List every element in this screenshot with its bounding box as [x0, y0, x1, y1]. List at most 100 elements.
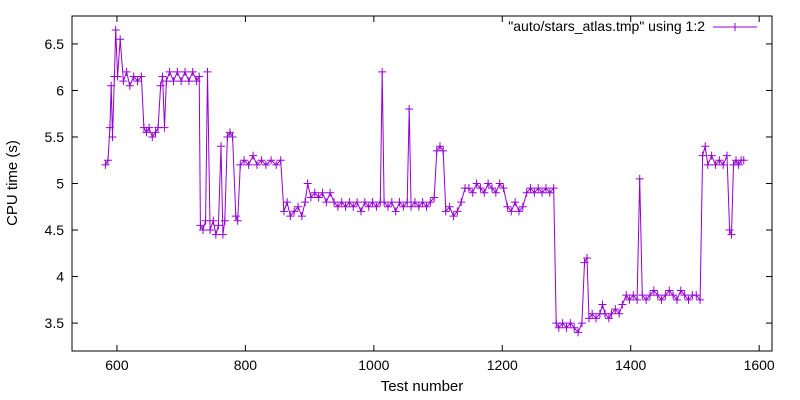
- y-axis-label: CPU time (s): [4, 140, 21, 226]
- x-tick-label: 1000: [358, 357, 389, 373]
- data-point: [534, 184, 543, 193]
- data-point: [214, 221, 223, 230]
- data-point: [522, 188, 531, 197]
- data-point: [723, 151, 732, 160]
- data-point: [499, 184, 508, 193]
- data-point: [306, 193, 315, 202]
- series-line: [104, 29, 744, 334]
- data-point: [439, 146, 448, 155]
- data-point: [715, 156, 724, 165]
- data-point: [577, 319, 586, 328]
- data-point: [368, 198, 377, 207]
- data-point: [511, 198, 520, 207]
- data-point: [249, 151, 258, 160]
- data-point: [272, 160, 281, 169]
- data-point: [574, 328, 583, 337]
- y-tick-label: 4.5: [45, 222, 65, 238]
- data-point: [276, 156, 285, 165]
- data-point: [635, 174, 644, 183]
- data-point: [211, 230, 220, 239]
- data-point: [696, 295, 705, 304]
- data-point: [727, 230, 736, 239]
- data-point: [203, 67, 212, 76]
- data-point: [353, 198, 362, 207]
- data-point: [570, 323, 579, 332]
- data-point: [257, 156, 266, 165]
- data-point: [184, 77, 193, 86]
- data-point: [330, 198, 339, 207]
- data-point: [669, 291, 678, 300]
- data-point: [618, 300, 627, 309]
- x-tick-label: 1400: [615, 357, 646, 373]
- data-point: [495, 179, 504, 188]
- data-point: [337, 198, 346, 207]
- data-point: [133, 77, 142, 86]
- data-point: [283, 198, 292, 207]
- y-axis-ticks: 3.5 4 4.5 5 5.5 6 6.5: [45, 36, 772, 331]
- data-point: [405, 105, 414, 114]
- data-point: [410, 198, 419, 207]
- data-point: [698, 151, 707, 160]
- data-point: [231, 212, 240, 221]
- data-point: [228, 132, 237, 141]
- plot-frame: [71, 15, 773, 352]
- x-tick-label: 600: [105, 357, 129, 373]
- data-point: [158, 72, 167, 81]
- data-point: [734, 160, 743, 169]
- data-point: [314, 193, 323, 202]
- data-point: [554, 323, 563, 332]
- data-point: [468, 188, 477, 197]
- data-point: [345, 198, 354, 207]
- data-point: [611, 305, 620, 314]
- data-point: [445, 202, 454, 211]
- data-point: [422, 202, 431, 211]
- data-point: [195, 72, 204, 81]
- data-point: [588, 309, 597, 318]
- data-point: [349, 202, 358, 211]
- data-point: [426, 198, 435, 207]
- data-point: [290, 207, 299, 216]
- data-point: [108, 132, 117, 141]
- x-axis-ticks: 600 800 1000 1200 1400 1600: [105, 16, 775, 373]
- data-point: [684, 295, 693, 304]
- data-point: [341, 202, 350, 211]
- data-point: [739, 156, 748, 165]
- data-point: [449, 212, 458, 221]
- data-point: [464, 184, 473, 193]
- data-point: [173, 67, 182, 76]
- data-point: [103, 156, 112, 165]
- series-layer: [101, 25, 748, 337]
- data-point: [279, 207, 288, 216]
- data-point: [629, 291, 638, 300]
- data-point: [267, 156, 276, 165]
- data-point: [719, 160, 728, 169]
- data-point: [598, 300, 607, 309]
- data-point: [240, 156, 249, 165]
- data-point: [518, 202, 527, 211]
- data-point: [301, 198, 310, 207]
- data-point: [148, 132, 157, 141]
- data-point: [297, 212, 306, 221]
- data-point: [216, 142, 225, 151]
- data-point: [233, 216, 242, 225]
- data-point: [526, 184, 535, 193]
- data-point: [703, 160, 712, 169]
- data-point: [480, 188, 489, 197]
- data-point: [514, 207, 523, 216]
- data-point: [507, 207, 516, 216]
- data-point: [391, 207, 400, 216]
- data-point: [199, 226, 208, 235]
- data-point: [113, 72, 122, 81]
- data-point: [294, 202, 303, 211]
- data-point: [418, 198, 427, 207]
- data-point: [105, 123, 114, 132]
- data-point: [209, 216, 218, 225]
- data-point: [649, 286, 658, 295]
- data-point: [129, 72, 138, 81]
- data-point: [672, 295, 681, 304]
- data-point: [592, 314, 601, 323]
- data-point: [156, 81, 165, 90]
- data-point: [303, 179, 312, 188]
- data-point: [364, 202, 373, 211]
- data-point: [701, 142, 710, 151]
